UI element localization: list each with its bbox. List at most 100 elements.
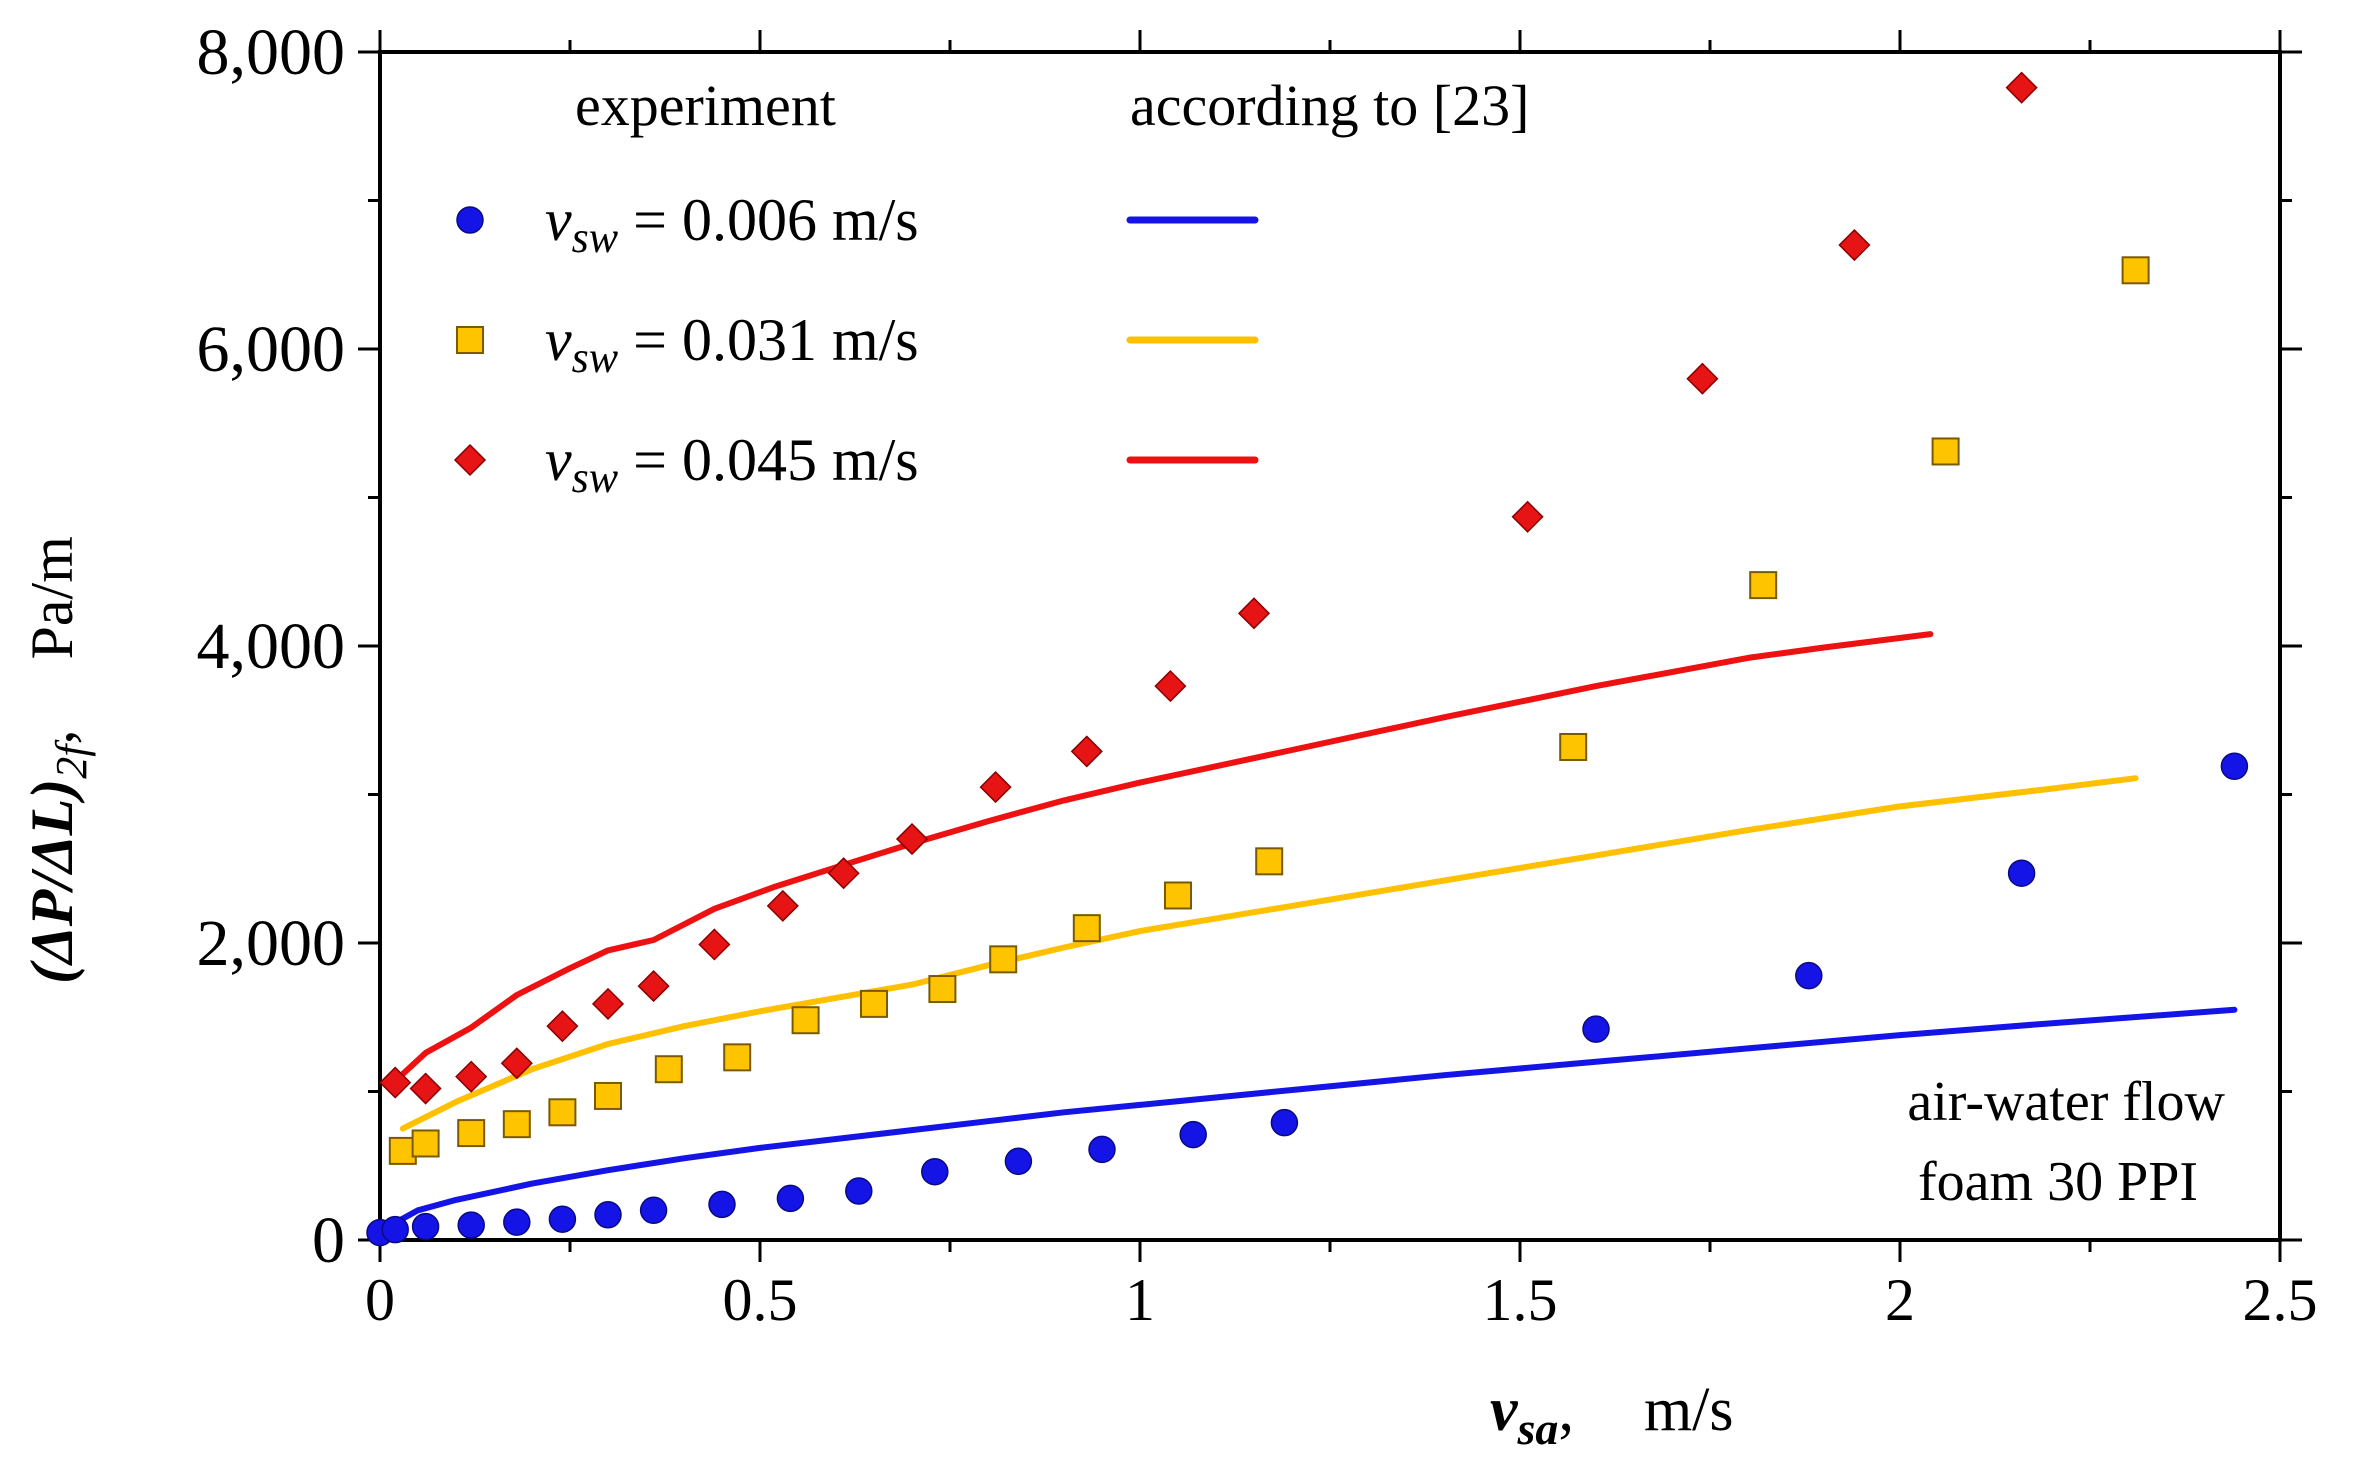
model-lines (377, 631, 2238, 1235)
data-point-series-2 (2121, 256, 2150, 285)
model-line-series-3 (392, 631, 1934, 1085)
data-point-series-3 (455, 1060, 488, 1093)
data-point-series-2 (594, 1081, 622, 1110)
model-line-series-2 (399, 775, 2139, 1132)
data-point-series-2 (1749, 571, 1778, 600)
data-point-series-2 (502, 1110, 531, 1139)
axis-tick-labels: 0 0.5 1 1.5 2 2.5 0 2,000 4,000 6,000 8,000 (197, 16, 2318, 1333)
legend-label-value: = 0.006 m/s (618, 187, 919, 253)
data-point-series-3 (766, 889, 799, 922)
data-point-series-3 (546, 1010, 579, 1043)
data-point-series-1 (503, 1208, 531, 1236)
x-axis-label-sep: , (1558, 1376, 1574, 1444)
data-point-series-1 (1582, 1015, 1610, 1043)
x-axis-label-subscript: sa (1517, 1403, 1559, 1454)
data-point-series-3 (379, 1066, 412, 1099)
x-tick-label: 2.5 (2243, 1267, 2318, 1333)
data-point-series-3 (827, 857, 860, 890)
legend-header-experiment: experiment (575, 73, 836, 138)
data-point-series-2 (411, 1129, 440, 1158)
legend-label-symbol: v (545, 427, 572, 493)
legend-label-subscript: sw (572, 213, 619, 262)
data-point-series-2 (1931, 437, 1960, 466)
y-tick-label: 8,000 (197, 16, 346, 89)
legend-marker-series-3 (453, 443, 487, 477)
legend-label-series-3: vsw = 0.045 m/s (545, 427, 919, 502)
data-point-series-2 (1559, 732, 1588, 761)
annotation-line-1: air-water flow (1907, 1071, 2225, 1133)
data-point-series-2 (457, 1119, 486, 1148)
legend-label-series-1: vsw = 0.006 m/s (545, 187, 919, 262)
x-axis-label-unit: m/s (1644, 1376, 1734, 1444)
data-point-series-1 (845, 1177, 873, 1205)
x-axis-label: vsa, m/s (1490, 1376, 1734, 1454)
y-tick-label: 6,000 (197, 313, 346, 386)
data-point-series-3 (1154, 670, 1187, 703)
experiment-points (366, 71, 2249, 1247)
data-point-series-3 (1237, 597, 1271, 630)
y-axis-label-sep: , (19, 729, 85, 744)
x-tick-label: 0.5 (723, 1267, 798, 1333)
data-point-series-3 (591, 987, 625, 1020)
data-point-series-3 (979, 771, 1012, 804)
data-point-series-3 (409, 1072, 442, 1105)
data-point-series-3 (895, 822, 929, 856)
data-point-series-2 (654, 1055, 683, 1084)
data-point-series-1 (411, 1212, 440, 1241)
data-point-series-1 (921, 1157, 949, 1186)
data-point-series-1 (639, 1196, 668, 1225)
x-tick-label: 1 (1125, 1267, 1155, 1333)
data-point-series-1 (1179, 1120, 1207, 1149)
data-point-series-2 (989, 945, 1018, 974)
data-point-series-1 (457, 1211, 485, 1239)
y-tick-label: 4,000 (197, 610, 346, 683)
data-point-series-3 (1511, 500, 1544, 533)
legend-header-model: according to [23] (1130, 73, 1529, 138)
data-point-series-1 (1270, 1108, 1299, 1137)
data-point-series-3 (698, 928, 731, 961)
axis-ticks (358, 30, 2302, 1262)
data-point-series-1 (381, 1215, 409, 1244)
data-point-series-1 (776, 1184, 805, 1213)
data-point-series-2 (723, 1043, 752, 1072)
data-point-series-1 (2007, 859, 2036, 887)
data-point-series-1 (548, 1205, 577, 1233)
data-point-series-3 (1686, 362, 1719, 395)
legend-label-subscript: sw (572, 453, 619, 502)
data-point-series-2 (388, 1136, 417, 1165)
legend-label-subscript: sw (572, 333, 619, 382)
data-point-series-3 (500, 1047, 533, 1080)
y-axis-label-symbol: (ΔP/ΔL) (19, 779, 85, 984)
data-point-series-2 (1072, 914, 1101, 943)
y-axis-label: (ΔP/ΔL)2f, Pa/m (19, 536, 96, 984)
y-axis-label-subscript: 2f (47, 739, 96, 779)
x-tick-label: 2 (1885, 1267, 1915, 1333)
legend-marker-series-2 (456, 326, 484, 354)
data-point-series-2 (1164, 881, 1192, 910)
legend: experiment according to [23] vsw = 0.006… (453, 73, 1529, 502)
x-axis-label-symbol: v (1490, 1376, 1519, 1444)
data-point-series-3 (1070, 735, 1103, 768)
data-point-series-1 (708, 1190, 736, 1219)
data-point-series-3 (1838, 228, 1871, 262)
y-axis-label-unit: Pa/m (19, 536, 85, 659)
legend-label-value: = 0.031 m/s (618, 307, 919, 373)
annotation-line-2: foam 30 PPI (1918, 1151, 2198, 1213)
legend-marker-series-1 (456, 206, 484, 234)
data-point-series-3 (2005, 71, 2038, 104)
model-line-series-1 (377, 1006, 2238, 1235)
data-point-series-2 (928, 975, 957, 1004)
legend-label-value: = 0.045 m/s (618, 427, 919, 493)
y-tick-label: 2,000 (197, 907, 346, 980)
data-point-series-1 (1795, 961, 1823, 990)
data-point-series-2 (548, 1098, 577, 1127)
data-point-series-2 (791, 1006, 820, 1035)
y-tick-label: 0 (312, 1204, 345, 1277)
data-point-series-1 (1088, 1135, 1116, 1164)
x-tick-label: 0 (365, 1267, 395, 1333)
data-point-series-1 (1004, 1147, 1033, 1176)
legend-label-symbol: v (545, 187, 572, 253)
data-point-series-1 (594, 1201, 622, 1229)
data-point-series-3 (637, 970, 670, 1003)
